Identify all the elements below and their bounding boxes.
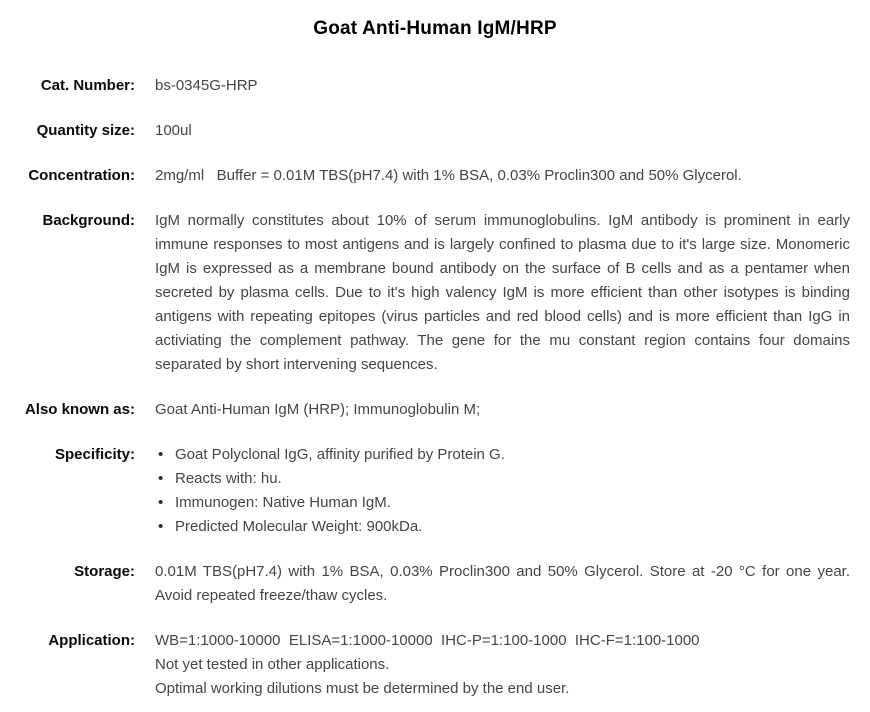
cat-number-value: bs-0345G-HRP <box>155 77 258 94</box>
storage-value: 0.01M TBS(pH7.4) with 1% BSA, 0.03% Proc… <box>155 563 850 604</box>
background-label: Background: <box>42 212 135 229</box>
bullet-icon: • <box>158 470 164 487</box>
application-note-line: Not yet tested in other applications. <box>155 656 390 673</box>
cat-number-label: Cat. Number: <box>40 77 135 94</box>
concentration-value: 2mg/ml Buffer = 0.01M TBS(pH7.4) with 1%… <box>155 167 742 184</box>
also-known-as-label: Also known as: <box>24 401 135 418</box>
field-specificity: Specificity: • Goat Polyclonal IgG, affi… <box>0 443 850 539</box>
specificity-label: Specificity: <box>54 446 135 463</box>
application-dilutions-line: WB=1:1000-10000 ELISA=1:1000-10000 IHC-P… <box>155 632 700 649</box>
field-cat-number: Cat. Number: bs-0345G-HRP <box>0 74 850 98</box>
also-known-as-value: Goat Anti-Human IgM (HRP); Immunoglobuli… <box>155 401 481 418</box>
field-application: Application: WB=1:1000-10000 ELISA=1:100… <box>0 629 850 701</box>
list-item: • Reacts with: hu. <box>155 467 850 491</box>
quantity-size-value: 100ul <box>155 122 192 139</box>
bullet-icon: • <box>158 494 164 511</box>
list-item-text: Goat Polyclonal IgG, affinity purified b… <box>175 446 505 463</box>
list-item: • Goat Polyclonal IgG, affinity purified… <box>155 443 850 467</box>
list-item-text: Immunogen: Native Human IgM. <box>175 494 391 511</box>
storage-label: Storage: <box>74 563 135 580</box>
list-item-text: Reacts with: hu. <box>175 470 282 487</box>
application-disclaimer-line: Optimal working dilutions must be determ… <box>155 680 570 697</box>
list-item: • Predicted Molecular Weight: 900kDa. <box>155 515 850 539</box>
page-title: Goat Anti-Human IgM/HRP <box>313 18 557 39</box>
application-label: Application: <box>48 632 135 649</box>
specificity-list: • Goat Polyclonal IgG, affinity purified… <box>155 443 850 539</box>
bullet-icon: • <box>158 518 164 535</box>
field-background: Background: IgM normally constitutes abo… <box>0 209 850 377</box>
concentration-label: Concentration: <box>28 167 135 184</box>
field-storage: Storage: 0.01M TBS(pH7.4) with 1% BSA, 0… <box>0 560 850 608</box>
application-value: WB=1:1000-10000 ELISA=1:1000-10000 IHC-P… <box>155 629 850 701</box>
field-concentration: Concentration: 2mg/ml Buffer = 0.01M TBS… <box>0 164 850 188</box>
background-value: IgM normally constitutes about 10% of se… <box>155 212 850 373</box>
specificity-value: • Goat Polyclonal IgG, affinity purified… <box>155 443 850 539</box>
list-item-text: Predicted Molecular Weight: 900kDa. <box>175 518 423 535</box>
field-rows: Cat. Number: bs-0345G-HRP Quantity size:… <box>0 74 870 701</box>
bullet-icon: • <box>158 446 164 463</box>
field-quantity-size: Quantity size: 100ul <box>0 119 850 143</box>
list-item: • Immunogen: Native Human IgM. <box>155 491 850 515</box>
quantity-size-label: Quantity size: <box>36 122 135 139</box>
field-also-known-as: Also known as: Goat Anti-Human IgM (HRP)… <box>0 398 850 422</box>
